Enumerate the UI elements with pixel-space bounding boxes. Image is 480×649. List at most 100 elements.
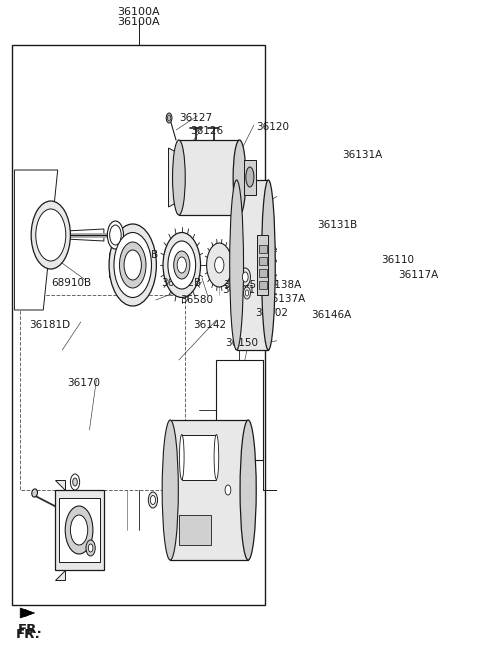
Ellipse shape bbox=[357, 445, 363, 535]
Bar bbox=[55, 490, 104, 570]
Ellipse shape bbox=[375, 453, 382, 527]
Ellipse shape bbox=[240, 420, 256, 560]
Text: 36146A: 36146A bbox=[312, 310, 352, 320]
Text: 36145: 36145 bbox=[223, 280, 256, 290]
Text: 36138A: 36138A bbox=[261, 280, 301, 290]
Ellipse shape bbox=[162, 420, 178, 560]
Bar bbox=[170, 420, 248, 560]
Ellipse shape bbox=[180, 434, 184, 480]
Text: 36120: 36120 bbox=[256, 122, 289, 132]
Circle shape bbox=[65, 506, 93, 554]
Polygon shape bbox=[55, 570, 65, 580]
Circle shape bbox=[168, 115, 171, 121]
Bar bbox=[259, 245, 266, 253]
Text: 36150: 36150 bbox=[225, 338, 258, 348]
Ellipse shape bbox=[177, 257, 186, 273]
Text: 36580: 36580 bbox=[180, 295, 213, 305]
Ellipse shape bbox=[240, 268, 251, 286]
Ellipse shape bbox=[343, 445, 350, 535]
Text: FR.: FR. bbox=[17, 623, 42, 636]
Circle shape bbox=[179, 169, 185, 179]
Ellipse shape bbox=[287, 455, 297, 525]
Ellipse shape bbox=[352, 445, 359, 535]
Circle shape bbox=[260, 279, 265, 287]
Ellipse shape bbox=[338, 445, 345, 535]
Ellipse shape bbox=[329, 445, 336, 535]
Text: 36131A: 36131A bbox=[342, 150, 383, 160]
Ellipse shape bbox=[36, 209, 66, 261]
Bar bbox=[12, 45, 265, 605]
Ellipse shape bbox=[114, 232, 152, 297]
Bar bbox=[182, 435, 216, 480]
Ellipse shape bbox=[109, 224, 156, 306]
Text: 36110: 36110 bbox=[381, 255, 414, 265]
Bar bbox=[179, 515, 211, 545]
Circle shape bbox=[225, 402, 228, 408]
Bar bbox=[179, 140, 240, 215]
Text: FR.: FR. bbox=[16, 628, 41, 641]
Bar bbox=[259, 269, 266, 277]
Ellipse shape bbox=[233, 140, 246, 215]
Circle shape bbox=[72, 478, 77, 486]
Ellipse shape bbox=[168, 241, 196, 289]
Text: 36152B: 36152B bbox=[162, 278, 202, 288]
Circle shape bbox=[86, 540, 95, 556]
Text: 36102: 36102 bbox=[256, 308, 288, 318]
Text: 68910B: 68910B bbox=[51, 278, 91, 288]
Ellipse shape bbox=[334, 445, 340, 535]
Bar bbox=[60, 498, 100, 562]
Ellipse shape bbox=[174, 251, 190, 279]
Bar bbox=[259, 257, 266, 265]
Circle shape bbox=[223, 399, 230, 411]
Circle shape bbox=[258, 275, 267, 291]
Ellipse shape bbox=[124, 250, 142, 280]
Polygon shape bbox=[168, 148, 176, 207]
Ellipse shape bbox=[348, 445, 354, 535]
Ellipse shape bbox=[214, 434, 219, 480]
Ellipse shape bbox=[242, 272, 248, 282]
Bar bbox=[237, 180, 268, 350]
Ellipse shape bbox=[301, 457, 308, 523]
Circle shape bbox=[274, 275, 280, 285]
Ellipse shape bbox=[391, 483, 397, 497]
Ellipse shape bbox=[229, 180, 243, 350]
Ellipse shape bbox=[120, 242, 146, 288]
Ellipse shape bbox=[306, 455, 313, 525]
Text: 36211: 36211 bbox=[222, 285, 255, 295]
Circle shape bbox=[225, 485, 231, 495]
Bar bbox=[20, 295, 185, 490]
Ellipse shape bbox=[246, 167, 254, 187]
Ellipse shape bbox=[315, 451, 322, 529]
Ellipse shape bbox=[300, 455, 310, 525]
Text: 36117A: 36117A bbox=[398, 270, 438, 280]
Bar bbox=[257, 235, 268, 295]
Ellipse shape bbox=[148, 492, 157, 508]
Ellipse shape bbox=[215, 257, 224, 273]
Ellipse shape bbox=[172, 140, 185, 215]
Text: 36100A: 36100A bbox=[117, 7, 160, 17]
Ellipse shape bbox=[32, 489, 37, 497]
Polygon shape bbox=[14, 170, 58, 310]
Ellipse shape bbox=[206, 243, 232, 287]
Text: 36100A: 36100A bbox=[117, 17, 160, 27]
Text: 36211: 36211 bbox=[219, 465, 252, 475]
Circle shape bbox=[71, 515, 88, 545]
Ellipse shape bbox=[108, 221, 123, 249]
Circle shape bbox=[166, 113, 172, 123]
Ellipse shape bbox=[371, 451, 377, 529]
Text: 36181D: 36181D bbox=[29, 320, 70, 330]
Text: 36131B: 36131B bbox=[317, 220, 358, 230]
Bar bbox=[216, 360, 263, 460]
Text: 36170: 36170 bbox=[67, 378, 100, 388]
Ellipse shape bbox=[366, 449, 373, 531]
Polygon shape bbox=[20, 608, 35, 618]
Text: 36126: 36126 bbox=[191, 126, 224, 136]
Bar bbox=[259, 281, 266, 289]
Bar bbox=[244, 160, 256, 195]
Circle shape bbox=[257, 210, 269, 230]
Ellipse shape bbox=[320, 449, 326, 531]
Ellipse shape bbox=[324, 447, 331, 533]
Ellipse shape bbox=[109, 225, 121, 245]
Circle shape bbox=[71, 474, 80, 490]
Bar bbox=[292, 455, 305, 525]
